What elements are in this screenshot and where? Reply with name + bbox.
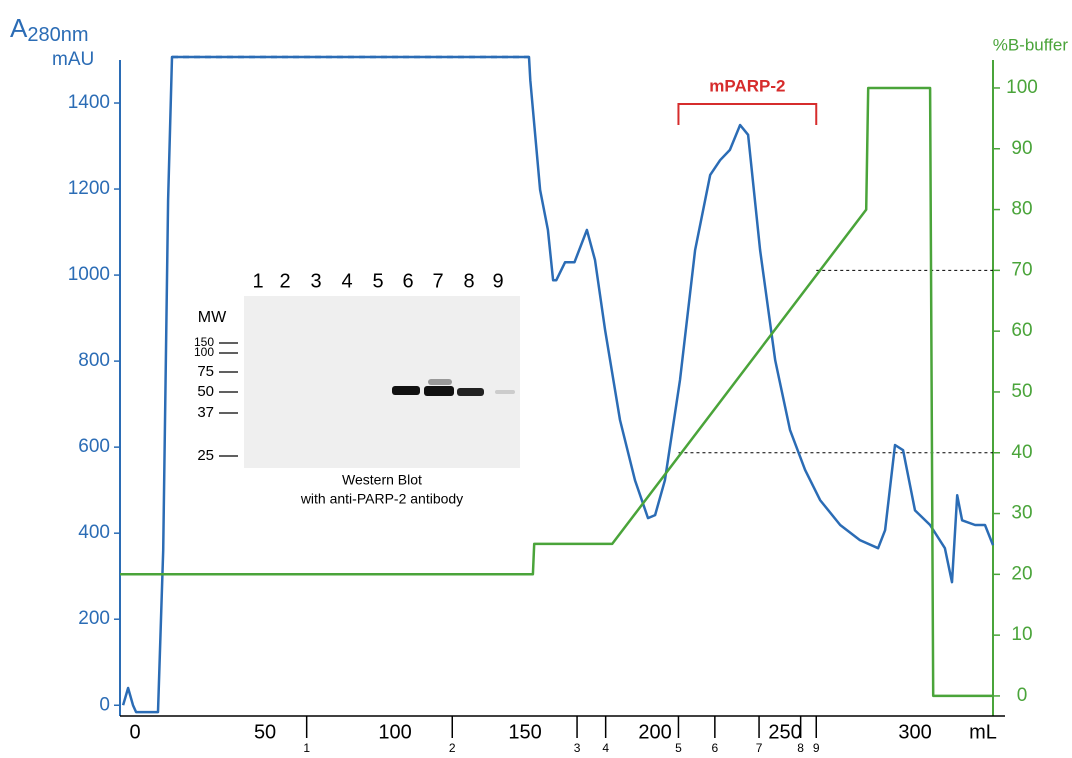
y2-tick-label: 80 xyxy=(1011,199,1032,220)
x-tick-label: 150 xyxy=(508,721,541,743)
lane-label: 2 xyxy=(279,270,290,292)
mw-label: 25 xyxy=(197,447,214,464)
blot-band xyxy=(495,390,515,394)
fraction-label: 7 xyxy=(756,741,763,755)
lane-label: 5 xyxy=(372,270,383,292)
y-tick-label: 600 xyxy=(78,436,110,457)
blot-caption: with anti-PARP-2 antibody xyxy=(300,491,463,507)
mw-label: 100 xyxy=(194,345,214,359)
annotation-label: mPARP-2 xyxy=(709,76,785,95)
series-line xyxy=(121,55,995,714)
fraction-label: 1 xyxy=(303,741,310,755)
y2-tick-label: 40 xyxy=(1011,442,1032,463)
x-tick-label: 100 xyxy=(378,721,411,743)
y-tick-label: 400 xyxy=(78,522,110,543)
mw-label: 150 xyxy=(194,335,214,349)
y-tick-label: 200 xyxy=(78,608,110,629)
y2-tick-label: 50 xyxy=(1011,381,1032,402)
blot-caption: Western Blot xyxy=(342,472,422,488)
mw-label: 37 xyxy=(197,404,214,421)
lane-label: 7 xyxy=(432,270,443,292)
fraction-label: 4 xyxy=(602,741,609,755)
y2-tick-label: 10 xyxy=(1011,624,1032,645)
y2-tick-label: 20 xyxy=(1011,563,1032,584)
mw-label: 75 xyxy=(197,363,214,380)
lane-label: 1 xyxy=(252,270,263,292)
y-axis-unit: mAU xyxy=(52,49,94,70)
fraction-label: 8 xyxy=(797,741,804,755)
y-tick-label: 1200 xyxy=(68,178,110,199)
blot-band xyxy=(457,388,484,396)
y2-tick-label: 30 xyxy=(1011,503,1032,524)
blot-band xyxy=(392,386,420,395)
fraction-label: 3 xyxy=(574,741,581,755)
y-axis-title-sub: 280nm xyxy=(27,24,88,46)
y2-axis-title: %B-buffer xyxy=(993,35,1069,54)
series-line xyxy=(120,86,993,698)
x-tick-label: 200 xyxy=(638,721,671,743)
y2-tick-label: 0 xyxy=(1017,685,1028,706)
y-tick-label: 800 xyxy=(78,350,110,371)
y2-tick-label: 90 xyxy=(1011,138,1032,159)
fraction-label: 5 xyxy=(675,741,682,755)
fraction-label: 2 xyxy=(449,741,456,755)
y-axis-title: A280nm xyxy=(10,13,89,46)
y2-tick-label: 100 xyxy=(1006,77,1038,98)
blot-band xyxy=(428,379,452,385)
blot-band xyxy=(424,386,454,396)
mw-title: MW xyxy=(198,309,227,326)
x-tick-label: 50 xyxy=(254,721,276,743)
x-tick-label: 250 xyxy=(768,721,801,743)
lane-label: 6 xyxy=(402,270,413,292)
fraction-label: 6 xyxy=(712,741,719,755)
y-axis-title-main: A xyxy=(10,13,28,43)
y-tick-label: 0 xyxy=(99,694,110,715)
lane-label: 4 xyxy=(341,270,352,292)
y-tick-label: 1400 xyxy=(68,92,110,113)
fraction-label: 9 xyxy=(813,741,820,755)
x-tick-label: 300 xyxy=(898,721,931,743)
lane-label: 9 xyxy=(492,270,503,292)
annotation-bracket xyxy=(677,103,818,125)
lane-label: 8 xyxy=(463,270,474,292)
x-axis-unit: mL xyxy=(969,721,997,743)
lane-label: 3 xyxy=(310,270,321,292)
y2-tick-label: 70 xyxy=(1011,259,1032,280)
x-tick-label: 0 xyxy=(130,721,141,743)
mw-label: 50 xyxy=(197,383,214,400)
blot-membrane xyxy=(244,296,520,468)
y2-tick-label: 60 xyxy=(1011,320,1032,341)
y-tick-label: 1000 xyxy=(68,264,110,285)
